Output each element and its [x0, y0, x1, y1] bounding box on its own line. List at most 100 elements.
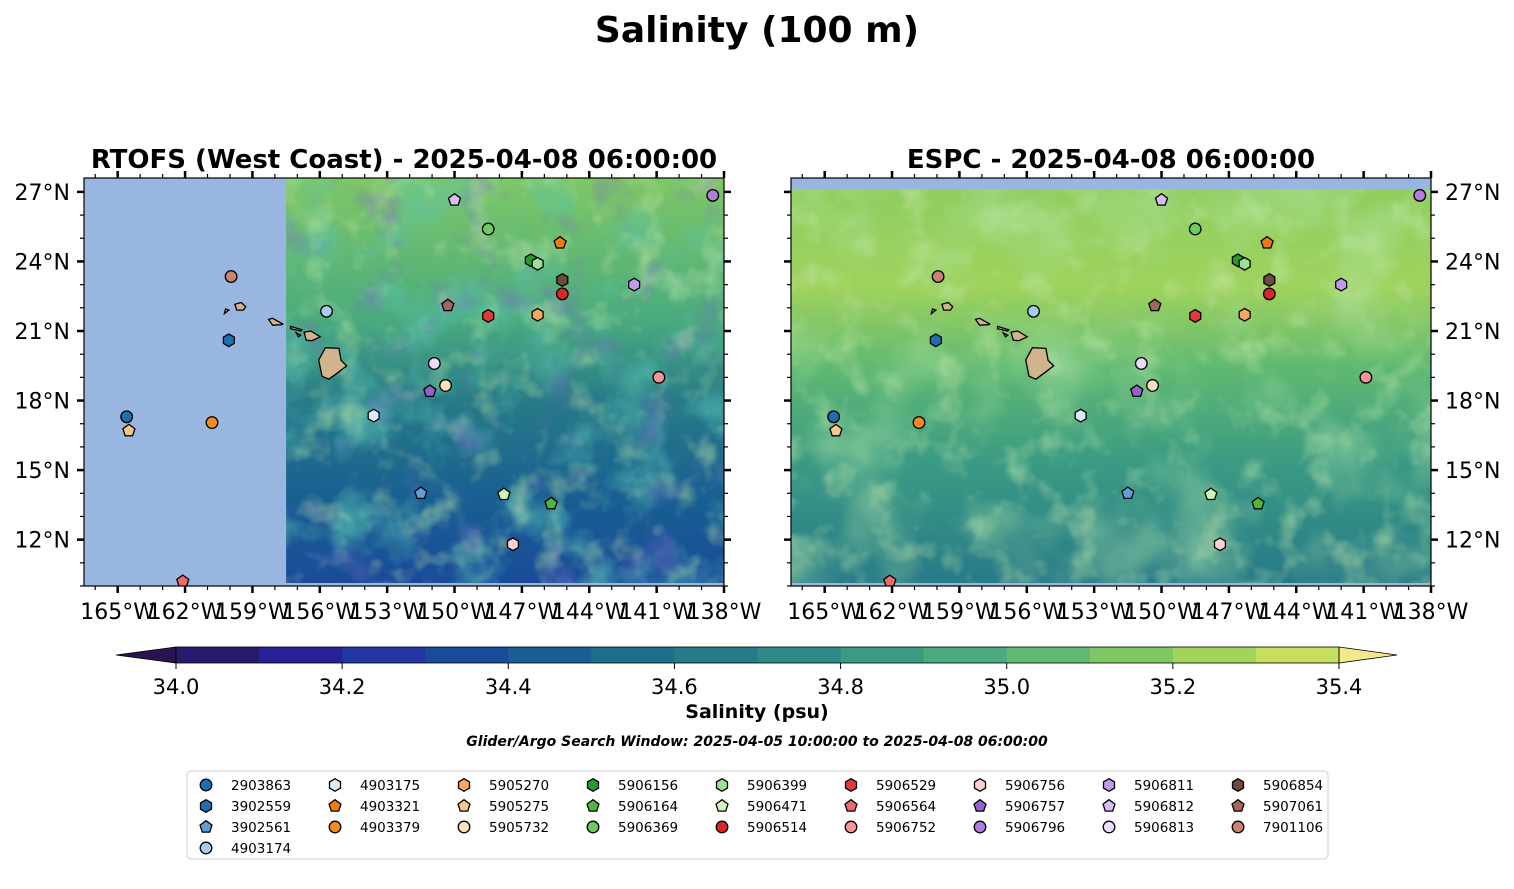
- legend-label: 5906796: [1005, 820, 1065, 836]
- x-tick-label: 153°W: [1057, 600, 1132, 625]
- colorbar-segment: [1255, 647, 1340, 663]
- float-2903863: [827, 410, 841, 424]
- y-tick-label: 27°N: [15, 181, 70, 206]
- colorbar-segment: [425, 647, 509, 663]
- colorbar-tick-label: 35.4: [1316, 675, 1363, 699]
- map-title: ESPC - 2025-04-08 06:00:00: [907, 145, 1315, 175]
- legend-marker-5905275: [457, 798, 471, 812]
- x-tick-label: 138°W: [1394, 600, 1469, 625]
- x-tick-label: 144°W: [552, 600, 627, 625]
- float-legend: 2903863 3902559 3902561 4903174 4903175 49033…: [186, 770, 1329, 860]
- legend-marker-5906399: [715, 777, 729, 793]
- float-4903321: [553, 235, 567, 249]
- x-tick-label: 138°W: [687, 600, 762, 625]
- float-5906514: [1262, 287, 1276, 301]
- island: [294, 331, 302, 338]
- legend-marker-3902561: [199, 819, 213, 833]
- float-3902561: [1121, 486, 1135, 500]
- legend-box: [186, 770, 1329, 860]
- legend-marker-5906529: [844, 777, 858, 793]
- float-5906854: [556, 272, 569, 288]
- y-tick-label: 15°N: [15, 459, 70, 484]
- x-tick-label: 156°W: [989, 600, 1064, 625]
- legend-label: 4903379: [360, 820, 420, 836]
- legend-label: 5907061: [1263, 799, 1323, 815]
- legend-label: 5906756: [1005, 778, 1065, 794]
- float-4903379: [912, 416, 926, 430]
- float-5906796: [706, 188, 720, 202]
- legend-label: 5905275: [489, 799, 549, 815]
- map-area: [791, 178, 1431, 586]
- colorbar-segment: [342, 647, 426, 663]
- legend-label: 5906164: [618, 799, 678, 815]
- legend-label: 5906156: [618, 778, 678, 794]
- float-5905732: [439, 379, 452, 392]
- legend-label: 5906757: [1005, 799, 1065, 815]
- y-tick-label: 21°N: [1445, 320, 1500, 345]
- island: [223, 308, 231, 316]
- legend-marker-5907061: [1231, 798, 1245, 812]
- island: [996, 325, 1010, 332]
- legend-marker-3902559: [199, 798, 213, 814]
- legend-label: 5906811: [1134, 778, 1194, 794]
- float-5906471: [497, 487, 511, 501]
- map-frame: [790, 177, 1432, 587]
- legend-marker-5906811: [1102, 777, 1116, 793]
- legend-label: 5906514: [747, 820, 807, 836]
- y-tick-label: 12°N: [1445, 529, 1500, 554]
- salinity-eddies: [791, 189, 1431, 583]
- map-area: [84, 178, 724, 586]
- colorbar-tick-label: 34.8: [817, 675, 864, 699]
- legend-marker-2903863: [199, 778, 213, 792]
- legend-marker-5906514: [715, 820, 729, 834]
- x-tick-label: 150°W: [1124, 600, 1199, 625]
- y-tick-label: 18°N: [1445, 390, 1500, 415]
- salinity-colorbar: 34.0 34.2 34.4 34.6 34.8 35.0 35.2 35.4: [115, 646, 1398, 699]
- float-5906757: [423, 384, 437, 398]
- float-5906812: [447, 192, 462, 206]
- legend-label: 5906752: [876, 820, 936, 836]
- legend-marker-5906564: [844, 798, 858, 812]
- y-tick-label: 24°N: [1445, 250, 1500, 275]
- legend-marker-5906369: [586, 820, 600, 834]
- x-tick-label: 165°W: [787, 600, 862, 625]
- float-5906756: [1213, 537, 1227, 552]
- float-5906854: [1263, 272, 1276, 288]
- legend-marker-5906796: [973, 820, 987, 834]
- island: [267, 317, 284, 326]
- legend-marker-4903175: [328, 777, 342, 793]
- colorbar-frame: [175, 646, 1340, 664]
- float-5905270: [1238, 307, 1251, 322]
- x-tick-label: 153°W: [350, 600, 425, 625]
- colorbar-segment: [259, 647, 343, 663]
- float-5906811: [628, 277, 641, 292]
- island: [289, 325, 303, 332]
- float-5906514: [555, 287, 569, 301]
- colorbar-segment: [508, 647, 592, 663]
- legend-marker-4903174: [199, 841, 213, 855]
- island: [234, 301, 247, 311]
- legend-marker-5906756: [973, 777, 987, 793]
- colorbar-tick-label: 34.0: [153, 675, 200, 699]
- float-5906369: [481, 222, 495, 236]
- float-5906811: [1335, 277, 1348, 292]
- colorbar-tick-label: 34.4: [485, 675, 532, 699]
- float-5906369: [1188, 222, 1202, 236]
- colorbar-segment: [674, 647, 758, 663]
- float-5905732: [1146, 379, 1159, 392]
- x-tick-label: 147°W: [485, 600, 560, 625]
- legend-label: 3902559: [231, 799, 291, 815]
- float-4903321: [1260, 235, 1274, 249]
- legend-marker-5906471: [715, 798, 729, 812]
- float-3902559: [222, 333, 235, 348]
- colorbar-segment: [591, 647, 675, 663]
- y-tick-label: 21°N: [15, 320, 70, 345]
- float-7901106: [224, 270, 238, 283]
- x-tick-label: 162°W: [148, 600, 223, 625]
- float-4903379: [205, 416, 219, 430]
- float-5906164: [544, 496, 558, 510]
- legend-marker-5905270: [457, 777, 471, 793]
- x-tick-label: 150°W: [417, 600, 492, 625]
- island: [1025, 347, 1055, 380]
- x-tick-label: 147°W: [1192, 600, 1267, 625]
